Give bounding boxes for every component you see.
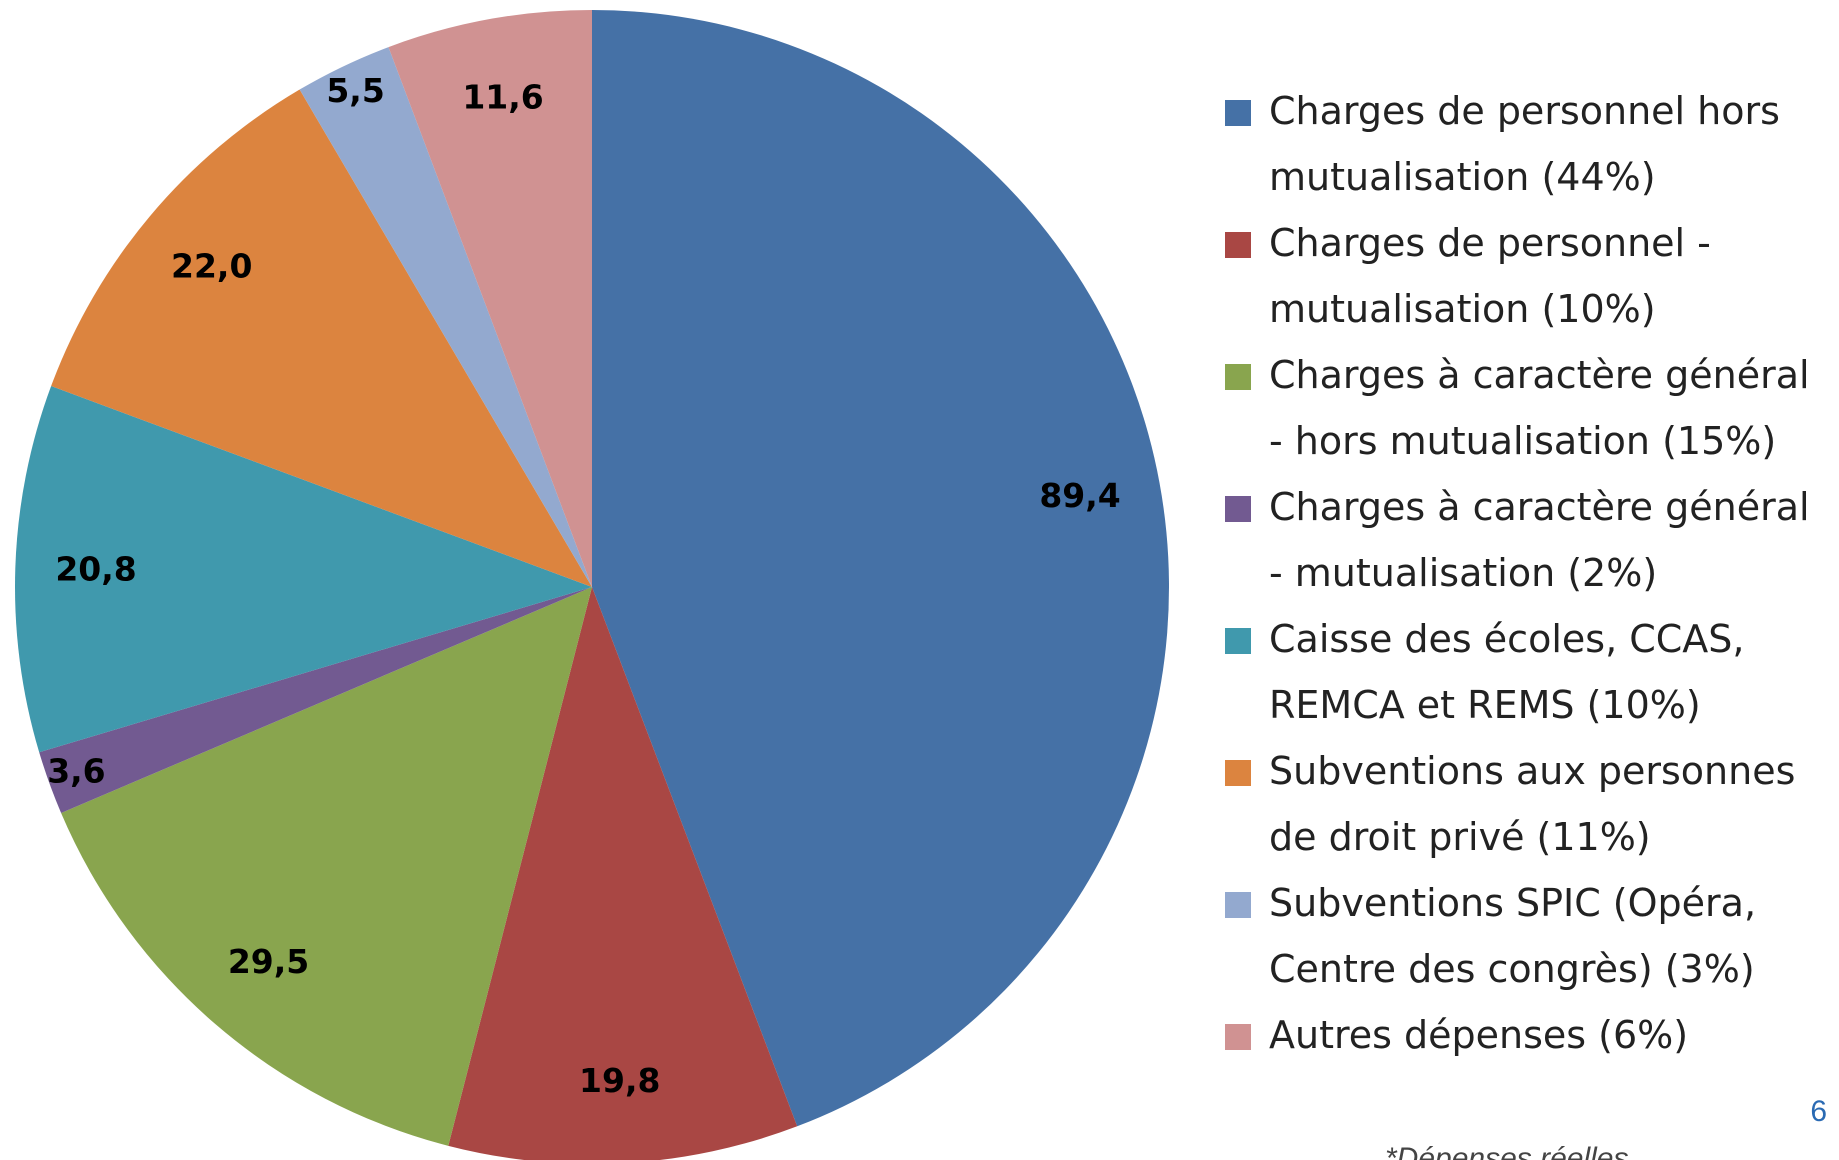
pie-slice	[39, 587, 593, 813]
data-label: 5,5	[326, 71, 384, 110]
pie-slice	[592, 10, 1169, 1127]
pie-slice	[388, 10, 592, 587]
data-label: 19,8	[579, 1061, 660, 1100]
pie-slice	[299, 47, 592, 587]
page-number: 6	[1810, 1095, 1827, 1128]
legend-swatch	[1225, 496, 1251, 522]
legend-label: Subventions aux personnes de droit privé…	[1269, 749, 1796, 859]
legend-label: Charges à caractère général - hors mutua…	[1269, 353, 1810, 463]
data-label: 11,6	[462, 77, 543, 116]
legend-item: Subventions SPIC (Opéra, Centre des cong…	[1225, 870, 1815, 1002]
pie-slice	[61, 587, 592, 1146]
legend-label: Charges de personnel hors mutualisation …	[1269, 89, 1780, 199]
legend-item: Autres dépenses (6%)	[1225, 1002, 1815, 1068]
data-label: 22,0	[171, 247, 252, 286]
data-label: 89,4	[1039, 476, 1120, 515]
legend-swatch	[1225, 892, 1251, 918]
legend-swatch	[1225, 364, 1251, 390]
legend-swatch	[1225, 1024, 1251, 1050]
legend-swatch	[1225, 232, 1251, 258]
data-label: 20,8	[55, 549, 136, 588]
legend-item: Charges de personnel - mutualisation (10…	[1225, 210, 1815, 342]
pie-slice	[15, 386, 593, 753]
legend-item: Charges de personnel hors mutualisation …	[1225, 78, 1815, 210]
legend-item: Caisse des écoles, CCAS, REMCA et REMS (…	[1225, 606, 1815, 738]
legend-swatch	[1225, 760, 1251, 786]
legend-item: Subventions aux personnes de droit privé…	[1225, 738, 1815, 870]
legend-label: Subventions SPIC (Opéra, Centre des cong…	[1269, 881, 1757, 991]
legend-label: Autres dépenses (6%)	[1269, 1013, 1689, 1057]
legend-label: Charges à caractère général - mutualisat…	[1269, 485, 1810, 595]
pie-slice	[448, 587, 798, 1160]
data-label: 3,6	[47, 752, 105, 791]
legend-swatch	[1225, 628, 1251, 654]
footnote: *Dépenses réelles	[1385, 1142, 1629, 1160]
legend-item: Charges à caractère général - mutualisat…	[1225, 474, 1815, 606]
pie-slice	[51, 89, 593, 587]
legend-label: Charges de personnel - mutualisation (10…	[1269, 221, 1711, 331]
legend-item: Charges à caractère général - hors mutua…	[1225, 342, 1815, 474]
legend: Charges de personnel hors mutualisation …	[1225, 78, 1815, 1133]
legend-label: Caisse des écoles, CCAS, REMCA et REMS (…	[1269, 617, 1745, 727]
data-label: 29,5	[228, 942, 309, 981]
legend-swatch	[1225, 100, 1251, 126]
